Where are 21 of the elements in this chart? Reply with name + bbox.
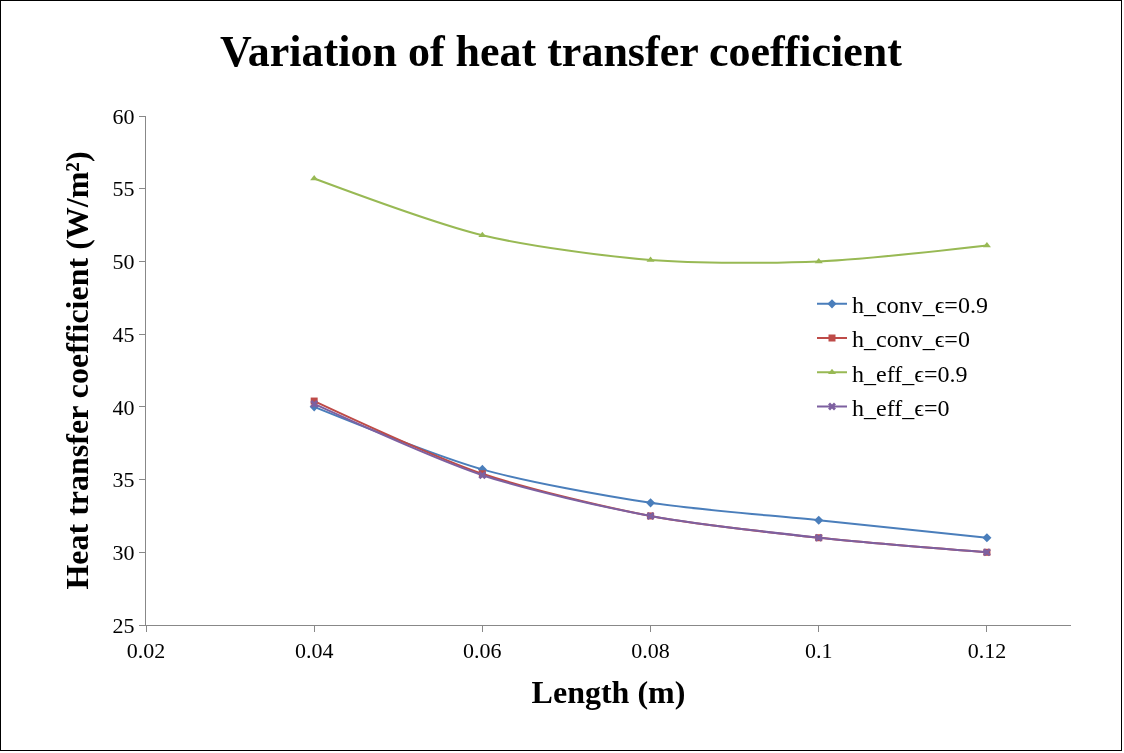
legend-label: h_eff_ϵ=0.9 xyxy=(852,360,968,387)
x-tick-label: 0.1 xyxy=(804,638,833,664)
y-tick-label: 40 xyxy=(112,394,135,420)
y-axis-title: Heat transfer coefficient (W/m²) xyxy=(58,151,95,590)
chart-title: Variation of heat transfer coefficient xyxy=(220,26,903,76)
legend-label: h_conv_ϵ=0.9 xyxy=(852,292,988,319)
x-tick-label: 0.02 xyxy=(126,638,166,664)
legend-label: h_conv_ϵ=0 xyxy=(852,326,970,353)
x-tick-label: 0.12 xyxy=(967,638,1007,664)
legend-label: h_eff_ϵ=0 xyxy=(852,394,950,421)
x-tick-label: 0.04 xyxy=(294,638,334,664)
y-tick-label: 35 xyxy=(112,467,135,493)
y-tick-label: 60 xyxy=(112,103,135,129)
x-axis-title: Length (m) xyxy=(531,674,686,711)
y-tick-label: 50 xyxy=(112,249,135,275)
x-tick-label: 0.06 xyxy=(463,638,502,664)
x-tick-label: 0.08 xyxy=(631,638,670,664)
y-tick-label: 45 xyxy=(112,321,135,347)
y-tick-label: 25 xyxy=(112,612,135,638)
y-tick-label: 55 xyxy=(112,176,135,202)
y-tick-label: 30 xyxy=(112,539,135,565)
